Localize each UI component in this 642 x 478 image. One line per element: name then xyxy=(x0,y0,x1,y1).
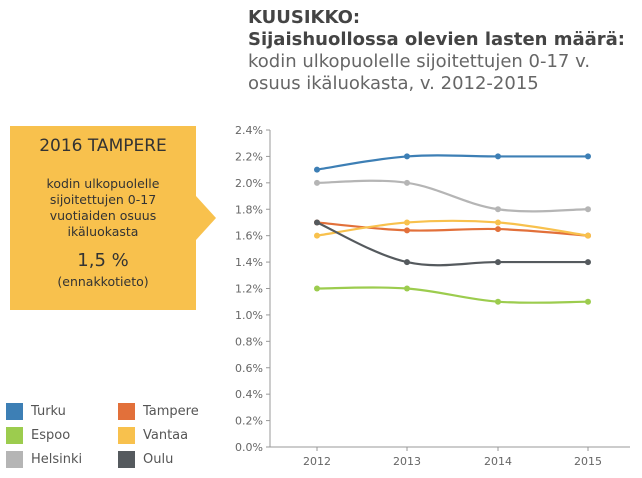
y-tick-label: 1.6% xyxy=(235,230,263,243)
data-point-turku xyxy=(404,153,410,160)
x-tick-label: 2014 xyxy=(484,455,512,468)
legend-label-helsinki: Helsinki xyxy=(31,451,83,467)
x-tick-label: 2015 xyxy=(574,455,602,468)
data-point-tampere xyxy=(495,226,501,233)
series-line-helsinki xyxy=(316,179,589,213)
callout-note: (ennakkotieto) xyxy=(57,274,149,289)
title-line-4: osuus ikäluokasta, v. 2012-2015 xyxy=(248,73,539,94)
series-line-tampere xyxy=(316,221,589,237)
callout-description: kodin ulkopuolelle sijoitettujen 0-17 vu… xyxy=(18,176,188,240)
data-point-helsinki xyxy=(585,206,591,213)
y-tick-label: 0.6% xyxy=(235,362,263,375)
legend-label-oulu: Oulu xyxy=(143,451,174,467)
legend-swatch-vantaa xyxy=(118,426,135,444)
y-tick-label: 0.8% xyxy=(235,335,263,348)
chart-title: KUUSIKKO: Sijaishuollossa olevien lasten… xyxy=(248,7,638,95)
data-point-oulu xyxy=(585,259,591,266)
title-line-3: kodin ulkopuolelle sijoitettujen 0-17 v. xyxy=(248,51,591,72)
legend-item-vantaa: Vantaa xyxy=(118,425,188,445)
legend-label-tampere: Tampere xyxy=(143,403,199,419)
callout-description-line: kodin ulkopuolelle xyxy=(46,176,160,191)
series-line-vantaa xyxy=(316,219,589,237)
y-tick-label: 2.0% xyxy=(235,177,263,190)
data-point-oulu xyxy=(404,259,410,266)
callout-value: 1,5 % xyxy=(77,250,129,271)
legend-swatch-helsinki xyxy=(6,450,23,468)
data-point-espoo xyxy=(585,298,591,305)
series-line-oulu xyxy=(316,221,588,267)
callout-pointer-arrow xyxy=(196,196,216,240)
title-line-2: Sijaishuollossa olevien lasten määrä: xyxy=(248,29,626,50)
y-tick-label: 2.2% xyxy=(235,150,263,163)
data-point-vantaa xyxy=(495,219,501,226)
x-tick-label: 2013 xyxy=(393,455,421,468)
legend-item-turku: Turku xyxy=(6,401,66,421)
legend-swatch-tampere xyxy=(118,402,135,420)
legend-label-vantaa: Vantaa xyxy=(143,427,189,443)
legend-item-tampere: Tampere xyxy=(118,401,199,421)
data-point-oulu xyxy=(314,219,320,226)
series-line-turku xyxy=(316,154,588,171)
line-chart: 0.0% 0.2% 0.4% 0.6% 0.8% 1.0% 1.2% 1.4% 1.6% 1.8%… xyxy=(235,124,630,468)
callout-title: 2016 TAMPERE xyxy=(39,136,167,156)
data-point-espoo xyxy=(495,298,501,305)
legend-item-espoo: Espoo xyxy=(6,425,70,445)
legend-item-oulu: Oulu xyxy=(118,449,173,469)
data-point-turku xyxy=(585,153,591,160)
legend-label-turku: Turku xyxy=(31,403,66,419)
legend-label-espoo: Espoo xyxy=(31,427,71,443)
y-tick-label: 0.2% xyxy=(235,415,263,428)
series-line-espoo xyxy=(316,286,589,304)
y-tick-label: 0.0% xyxy=(235,441,263,454)
callout-description-line: sijoitettujen 0-17 xyxy=(49,192,157,207)
x-tick-label: 2012 xyxy=(303,455,331,468)
y-tick-label: 2.4% xyxy=(235,124,263,137)
y-tick-label: 1.8% xyxy=(235,203,263,216)
data-point-vantaa xyxy=(404,219,410,226)
data-point-helsinki xyxy=(314,179,320,186)
data-point-oulu xyxy=(495,259,501,266)
callout-description-line: ikäluokasta xyxy=(67,224,139,239)
callout-box: 2016 TAMPERE kodin ulkopuolelle sijoitet… xyxy=(10,126,196,310)
data-point-espoo xyxy=(314,285,320,292)
legend-swatch-espoo xyxy=(6,426,23,444)
callout-description-line: vuotiaiden osuus xyxy=(49,208,157,223)
data-point-tampere xyxy=(404,227,410,234)
data-point-helsinki xyxy=(495,206,501,213)
y-tick-label: 1.4% xyxy=(235,256,263,269)
data-point-vantaa xyxy=(314,232,320,239)
data-point-turku xyxy=(314,166,320,173)
title-line-1: KUUSIKKO: xyxy=(248,7,361,28)
legend-item-helsinki: Helsinki xyxy=(6,449,82,469)
legend-swatch-oulu xyxy=(118,450,135,468)
legend-swatch-turku xyxy=(6,402,23,420)
data-point-espoo xyxy=(404,285,410,292)
y-tick-label: 1.2% xyxy=(235,283,263,296)
data-point-vantaa xyxy=(585,232,591,239)
y-tick-label: 0.4% xyxy=(235,388,263,401)
data-point-turku xyxy=(495,153,501,160)
data-point-helsinki xyxy=(404,179,410,186)
y-tick-label: 1.0% xyxy=(235,309,263,322)
legend: Turku Espoo Helsinki Tampere Vantaa Oulu xyxy=(0,398,230,478)
